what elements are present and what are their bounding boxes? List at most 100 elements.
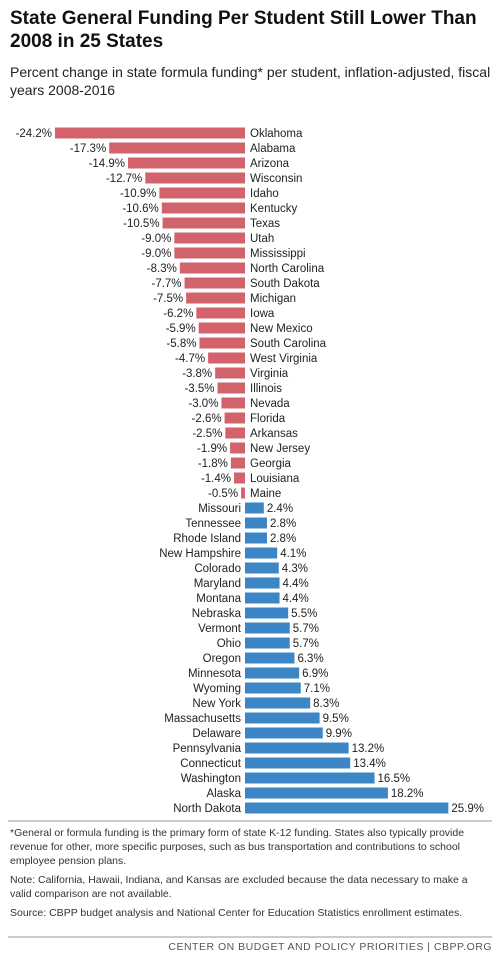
bar [245,772,375,784]
category-label: New York [192,698,241,710]
category-label: Vermont [198,623,242,635]
value-label: 5.7% [293,638,319,650]
value-label: 7.1% [304,683,330,695]
category-label: Washington [181,773,241,785]
bar [174,232,245,244]
value-label: -1.4% [201,473,231,485]
category-label: Arkansas [250,428,298,440]
category-label: Tennessee [185,518,241,530]
category-label: Louisiana [250,473,300,485]
bar [221,397,245,409]
category-label: South Dakota [250,278,320,290]
value-label: -3.0% [188,398,218,410]
value-label: -0.5% [208,488,238,500]
value-label: -2.5% [192,428,222,440]
bar [245,757,351,769]
category-label: Texas [250,218,280,230]
value-label: -9.0% [141,248,171,260]
bar [241,487,245,499]
value-label: -10.5% [123,218,159,230]
value-label: -24.2% [16,128,52,140]
bar [245,697,311,709]
value-label: 25.9% [451,803,484,815]
bar [128,157,245,169]
category-label: Idaho [250,188,279,200]
category-label: Nebraska [192,608,242,620]
category-label: New Hampshire [159,548,241,560]
category-label: Maine [250,488,281,500]
bar [196,307,245,319]
value-label: 9.5% [323,713,349,725]
bar [245,517,267,529]
category-label: Oklahoma [250,128,303,140]
value-label: 4.4% [283,578,309,590]
bar [230,457,245,469]
category-label: Wisconsin [250,173,302,185]
category-label: Alabama [250,143,296,155]
value-label: 4.1% [280,548,306,560]
bar [179,262,245,274]
bar [109,142,245,154]
category-label: Pennsylvania [173,743,242,755]
notes: *General or formula funding is the prima… [10,826,480,925]
category-label: North Carolina [250,263,325,275]
bar [184,277,245,289]
footer: CENTER ON BUDGET AND POLICY PRIORITIES |… [168,941,492,953]
bar [55,127,245,139]
category-label: Arizona [250,158,290,170]
bar [186,292,245,304]
note: Source: CBPP budget analysis and Nationa… [10,907,463,919]
category-label: Nevada [250,398,290,410]
note: *General or formula funding is the prima… [10,827,465,867]
category-label: Florida [250,413,286,425]
value-label: -1.8% [198,458,228,470]
value-label: -7.5% [153,293,183,305]
bar [215,367,245,379]
bar [161,202,245,214]
category-label: Maryland [194,578,241,590]
bar [245,742,349,754]
category-label: Michigan [250,293,296,305]
category-label: Oregon [203,653,241,665]
bar [245,727,323,739]
value-label: -5.8% [166,338,196,350]
bar [245,592,280,604]
category-label: Virginia [250,368,289,380]
bar [224,412,245,424]
bar [245,712,320,724]
value-label: -3.8% [182,368,212,380]
category-label: Wyoming [193,683,241,695]
bar [245,667,300,679]
bar [230,442,245,454]
value-label: 8.3% [313,698,339,710]
bar [245,607,289,619]
value-label: 6.3% [297,653,323,665]
category-label: Mississippi [250,248,306,260]
bar [245,802,449,814]
category-label: Ohio [217,638,241,650]
value-label: -14.9% [89,158,125,170]
bar [199,337,245,349]
category-label: South Carolina [250,338,327,350]
category-label: Georgia [250,458,292,470]
bar [225,427,245,439]
bar [208,352,245,364]
bar [245,652,295,664]
bar [245,787,388,799]
value-label: 5.7% [293,623,319,635]
bar [145,172,245,184]
value-label: -6.2% [163,308,193,320]
bar [159,187,245,199]
category-label: Minnesota [188,668,242,680]
category-label: Colorado [194,563,241,575]
bar [245,502,264,514]
value-label: 13.2% [352,743,385,755]
value-label: -9.0% [141,233,171,245]
value-label: -2.6% [192,413,222,425]
category-label: Iowa [250,308,275,320]
value-label: 2.8% [270,518,296,530]
value-label: -4.7% [175,353,205,365]
value-label: 4.4% [283,593,309,605]
bar [245,637,290,649]
